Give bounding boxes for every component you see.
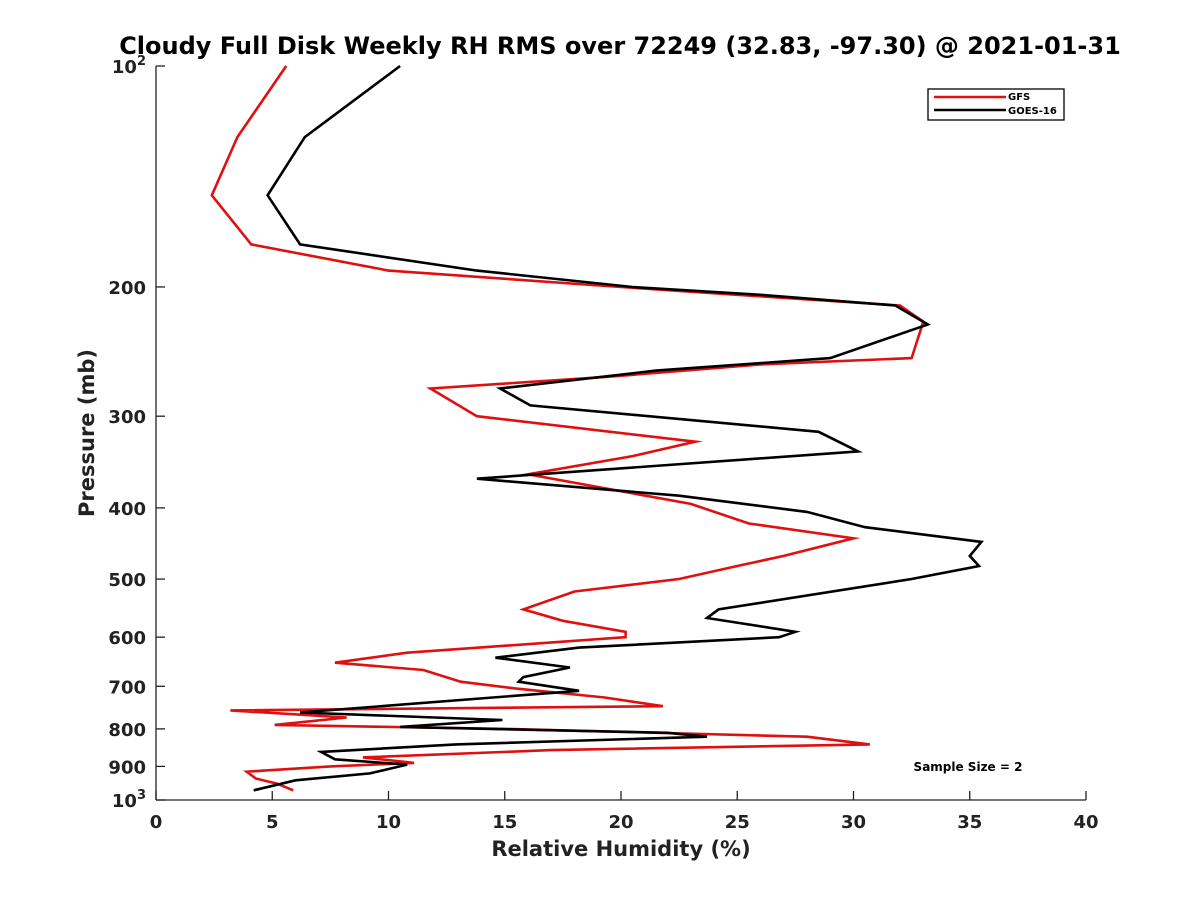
x-tick-label: 40 [1073, 812, 1098, 833]
y-tick-label: 102 [112, 54, 146, 78]
y-tick-label: 500 [108, 570, 146, 591]
x-tick-label: 25 [725, 812, 750, 833]
x-tick-label: 5 [266, 812, 279, 833]
x-tick-label: 30 [841, 812, 866, 833]
x-tick-label: 35 [957, 812, 982, 833]
y-tick-label: 800 [108, 720, 146, 741]
series-layer [210, 64, 984, 792]
y-tick-label: 300 [108, 407, 146, 428]
x-tick-label: 10 [376, 812, 401, 833]
y-tick-label: 103 [112, 788, 146, 812]
x-tick-group: 0 5 10 15 20 25 30 35 40 [150, 791, 1099, 833]
series-line-gfs [210, 65, 925, 792]
y-tick-label: 600 [108, 628, 146, 649]
x-tick-label: 15 [492, 812, 517, 833]
legend-label-goes16: GOES-16 [1008, 106, 1057, 117]
y-tick-label: 400 [108, 499, 146, 520]
y-axis-label: Pressure (mb) [75, 349, 99, 517]
x-tick-label: 20 [608, 812, 633, 833]
x-tick-label: 0 [150, 812, 163, 833]
legend-label-gfs: GFS [1008, 92, 1030, 103]
y-tick-label: 700 [108, 677, 146, 698]
x-axis-label: Relative Humidity (%) [491, 837, 750, 861]
series-line-goes-16 [253, 64, 984, 792]
y-tick-group: 102 200 300 400 500 600 700 800 900 103 [108, 54, 165, 812]
y-tick-label: 200 [108, 278, 146, 299]
sample-size-annotation: Sample Size = 2 [914, 760, 1023, 774]
chart-title: Cloudy Full Disk Weekly RH RMS over 7224… [119, 32, 1121, 60]
legend: GFS GOES-16 [927, 88, 1065, 121]
legend-box [927, 88, 1065, 121]
y-tick-label: 900 [108, 757, 146, 778]
